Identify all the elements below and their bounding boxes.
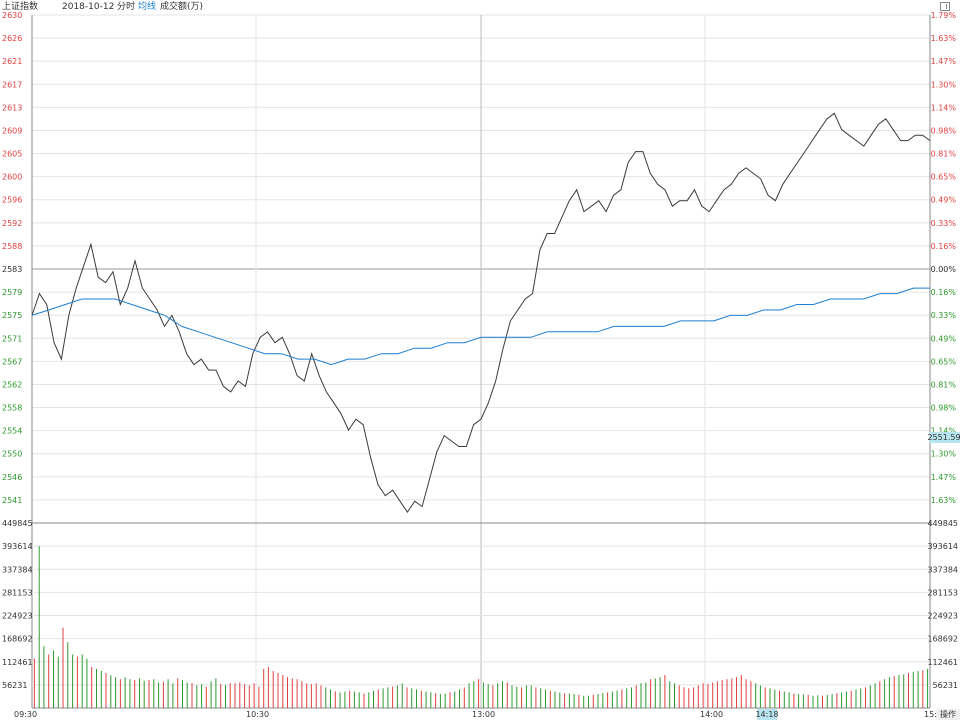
price-axis-label: 2546 xyxy=(2,473,22,482)
price-axis-label: 2596 xyxy=(2,196,22,205)
volume-axis-label: 449845 xyxy=(2,519,33,528)
percent-axis-label: 0.33% xyxy=(931,219,957,228)
time-axis-label: 13:00 xyxy=(472,710,495,719)
volume-legend: 成交额(万) xyxy=(160,2,204,12)
time-axis-label: 14:00 xyxy=(700,710,723,719)
price-axis-label: 2592 xyxy=(2,219,22,228)
percent-axis-label: 0.98% xyxy=(931,126,957,135)
volume-axis-label: 224923 xyxy=(2,612,33,621)
price-axis-label: 2630 xyxy=(2,11,22,20)
time-axis-label: 09:30 xyxy=(14,710,37,719)
volume-axis-label-right: 337384 xyxy=(927,565,958,574)
price-axis-label: 2626 xyxy=(2,34,22,43)
cursor-time-badge xyxy=(757,709,777,720)
percent-axis-label: 1.14% xyxy=(931,103,957,112)
percent-axis-label: 0.49% xyxy=(931,334,957,343)
price-axis-label: 2605 xyxy=(2,150,22,159)
price-axis-label: 2617 xyxy=(2,80,22,89)
price-axis-label: 2600 xyxy=(2,173,22,182)
price-axis-label: 2562 xyxy=(2,380,22,389)
price-axis-label: 2613 xyxy=(2,103,22,112)
percent-axis-label: 0.00% xyxy=(931,265,957,274)
volume-axis-label: 281153 xyxy=(2,588,33,597)
percent-axis-label: 1.79% xyxy=(931,11,957,20)
actions-label: 操作 xyxy=(940,709,956,719)
percent-axis-label: 1.30% xyxy=(931,80,957,89)
price-axis-label: 2541 xyxy=(2,496,22,505)
volume-axis-label-right: 168692 xyxy=(927,635,958,644)
price-axis-label: 2571 xyxy=(2,334,22,343)
price-axis-label: 2588 xyxy=(2,242,22,251)
volume-axis-label-right: 56231 xyxy=(933,681,958,690)
percent-axis-label: 0.65% xyxy=(931,357,957,366)
volume-axis-label: 393614 xyxy=(2,542,33,551)
restore-window-icon[interactable] xyxy=(940,2,950,11)
volume-axis-label-right: 449845 xyxy=(927,519,958,528)
time-axis-label: 15:00 xyxy=(924,710,947,719)
percent-axis-label: 0.81% xyxy=(931,380,957,389)
cursor-time-label: 14:18 xyxy=(755,710,778,719)
volume-axis-label: 337384 xyxy=(2,565,33,574)
percent-axis-label: 0.33% xyxy=(931,311,957,320)
cursor-value-label: 2551.59 xyxy=(927,433,960,442)
percent-axis-label: 1.14% xyxy=(931,427,957,436)
price-axis-label: 2550 xyxy=(2,450,22,459)
avg-line-legend: 均线 xyxy=(138,2,157,12)
volume-axis-label: 56231 xyxy=(2,681,27,690)
volume-axis-label-right: 112461 xyxy=(927,658,958,667)
volume-axis-label: 112461 xyxy=(2,658,33,667)
percent-axis-label: 1.47% xyxy=(931,473,957,482)
percent-axis-label: 0.65% xyxy=(931,173,957,182)
percent-axis-label: 0.16% xyxy=(931,288,957,297)
percent-axis-label: 1.63% xyxy=(931,34,957,43)
chart-header: 上证指数 2018-10-12 分时 均线 成交额(万) xyxy=(0,0,960,14)
volume-axis-label-right: 281153 xyxy=(927,588,958,597)
chart-mode: 分时 xyxy=(117,2,136,12)
volume-axis-label-right: 224923 xyxy=(927,612,958,621)
percent-axis-label: 0.16% xyxy=(931,242,957,251)
price-axis-label: 2583 xyxy=(2,265,22,274)
percent-axis-label: 0.81% xyxy=(931,150,957,159)
price-axis-label: 2554 xyxy=(2,427,22,436)
chart-date: 2018-10-12 xyxy=(62,2,115,12)
actions-button xyxy=(936,709,960,720)
cursor-value-badge xyxy=(929,432,960,443)
percent-axis-label: 1.30% xyxy=(931,450,957,459)
price-axis-label: 2567 xyxy=(2,357,22,366)
volume-axis-label-right: 393614 xyxy=(927,542,958,551)
avg-line xyxy=(31,287,930,366)
price-axis-label: 2621 xyxy=(2,57,22,66)
price-axis-label: 2575 xyxy=(2,311,22,320)
percent-axis-label: 1.63% xyxy=(931,496,957,505)
volume-axis-label: 168692 xyxy=(2,635,33,644)
index-name[interactable]: 上证指数 xyxy=(2,2,39,12)
price-line xyxy=(31,112,931,513)
price-axis-label: 2558 xyxy=(2,404,22,413)
price-axis-label: 2609 xyxy=(2,126,22,135)
percent-axis-label: 0.98% xyxy=(931,404,957,413)
price-axis-label: 2579 xyxy=(2,288,22,297)
percent-axis-label: 1.47% xyxy=(931,57,957,66)
percent-axis-label: 0.49% xyxy=(931,196,957,205)
time-axis-label: 10:30 xyxy=(246,710,269,719)
